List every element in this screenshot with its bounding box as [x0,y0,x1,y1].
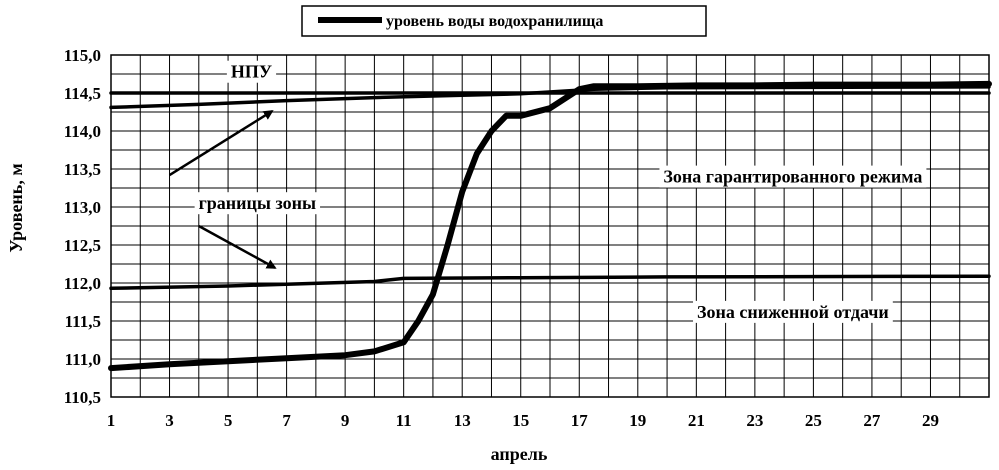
annotation-label: Зона сниженной отдачи [697,302,889,322]
y-tick-label: 113,5 [64,160,101,179]
legend: уровень воды водохранилища [301,5,707,37]
x-tick-label: 13 [454,411,471,430]
annotation-arrow [168,110,274,177]
annotation-label: границы зоны [199,193,316,213]
plot-frame [110,54,990,398]
x-tick-label: 23 [746,411,763,430]
x-tick-label: 3 [165,411,174,430]
annotation-label-background [693,300,893,323]
annotation-label-background [194,192,321,215]
y-tick-label: 115,0 [64,46,101,65]
x-tick-label: 27 [863,411,881,430]
annotations: НПУ границы зоны Зона гарантированного реж… [194,60,927,323]
annotation-arrows [168,110,277,269]
x-tick-label: 15 [512,411,529,430]
annotation-label-background [659,165,927,188]
y-tick-label: 111,0 [65,350,101,369]
y-tick-label: 114,5 [64,84,101,103]
tick-labels: 1 3 5 7 9 11 13 15 17 19 21 23 25 27 29110,5111,0111,5… [64,46,939,430]
plot-lines [108,80,992,372]
x-tick-label: 25 [805,411,822,430]
annotation-label: НПУ [231,62,272,82]
x-tick-label: 7 [282,411,291,430]
annotation-arrow [198,224,277,269]
y-tick-label: 113,0 [64,198,101,217]
y-tick-label: 112,0 [64,274,101,293]
series-zone-upper-boundary-line [109,85,991,110]
x-tick-label: 19 [629,411,646,430]
series-main-line [108,80,992,372]
x-tick-label: 11 [396,411,412,430]
x-tick-label: 29 [922,411,939,430]
x-tick-label: 17 [571,411,589,430]
x-axis-title: апрель [491,444,548,464]
y-tick-label: 112,5 [64,236,101,255]
y-tick-label: 110,5 [64,388,101,407]
x-tick-label: 21 [688,411,705,430]
x-tick-label: 5 [224,411,233,430]
y-tick-label: 114,0 [64,122,101,141]
x-tick-label: 9 [341,411,350,430]
x-tick-label: 1 [107,411,116,430]
y-axis-title: Уровень, м [6,163,26,252]
annotation-label-background [226,60,277,83]
series-zone-lower-boundary-line [109,274,991,291]
annotation-label: Зона гарантированного режима [663,167,922,187]
y-tick-label: 111,5 [65,312,101,331]
legend-entry: уровень воды водохранилища [386,13,603,30]
